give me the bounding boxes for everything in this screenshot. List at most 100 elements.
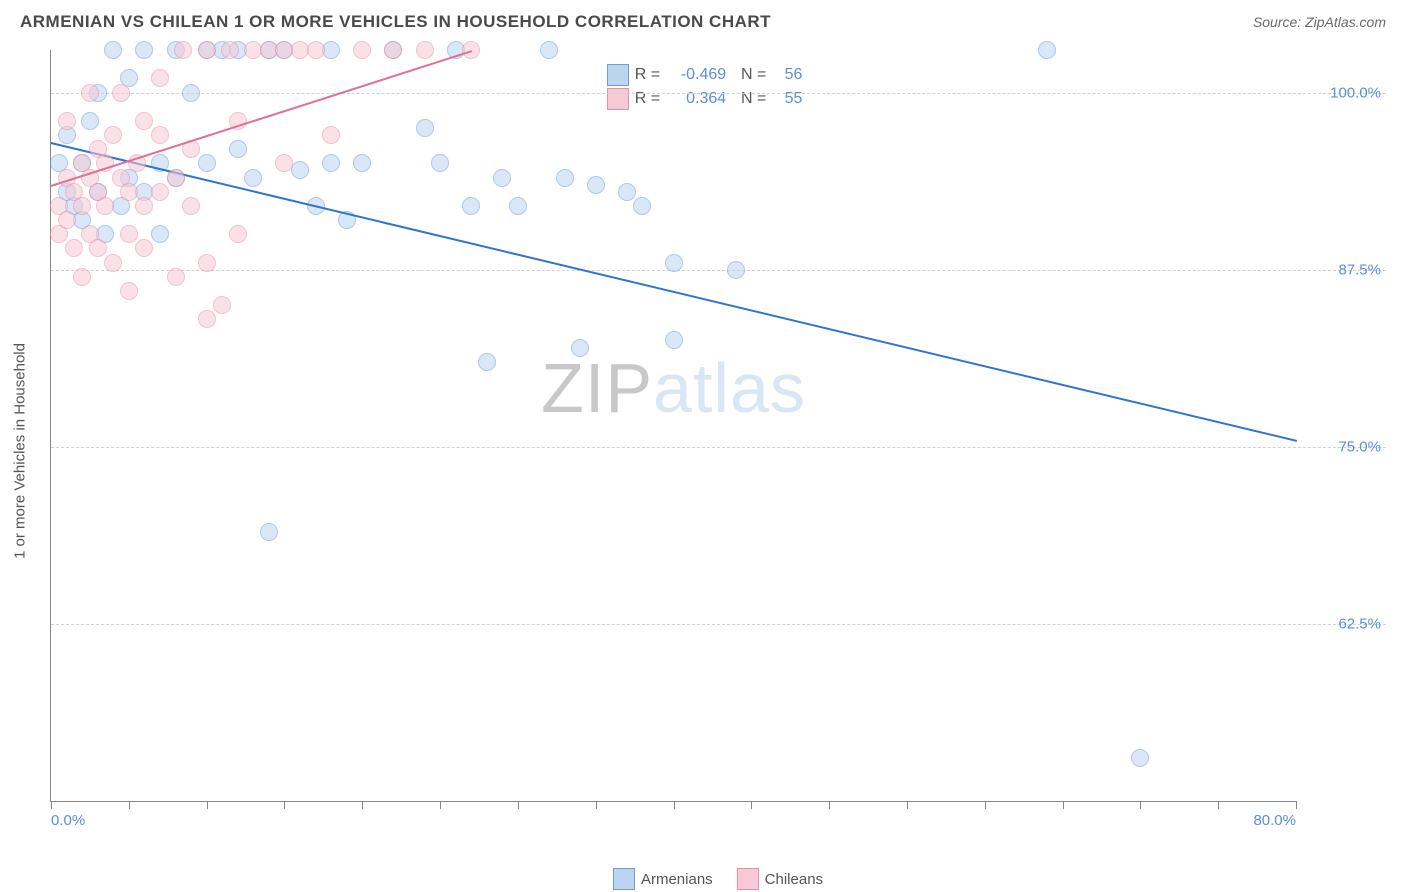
data-point: [73, 197, 91, 215]
data-point: [58, 112, 76, 130]
x-tick: [362, 801, 363, 809]
data-point: [151, 183, 169, 201]
legend-item: Armenians: [613, 868, 713, 890]
x-tick: [284, 801, 285, 809]
data-point: [151, 69, 169, 87]
x-tick: [751, 801, 752, 809]
stat-r-label: R =: [635, 66, 660, 84]
legend-stats-box: R = -0.469 N = 56 R =0.364 N =55: [599, 58, 811, 116]
chart-title: ARMENIAN VS CHILEAN 1 OR MORE VEHICLES I…: [20, 12, 771, 32]
legend-swatch: [737, 868, 759, 890]
stat-n-label: N =: [732, 66, 766, 84]
data-point: [65, 239, 83, 257]
data-point: [571, 339, 589, 357]
legend-label: Armenians: [641, 871, 713, 888]
data-point: [73, 268, 91, 286]
data-point: [307, 41, 325, 59]
x-tick: [1218, 801, 1219, 809]
trendline: [51, 50, 472, 187]
data-point: [618, 183, 636, 201]
x-tick: [907, 801, 908, 809]
data-point: [135, 197, 153, 215]
data-point: [416, 41, 434, 59]
data-point: [104, 126, 122, 144]
data-point: [167, 169, 185, 187]
x-tick: [829, 801, 830, 809]
data-point: [135, 239, 153, 257]
plot-area: ZIPatlas R =-0.469 N =56R =0.364 N =55 6…: [50, 50, 1296, 802]
data-point: [120, 183, 138, 201]
gridline-h: [51, 624, 1386, 625]
x-tick: [51, 801, 52, 809]
legend-stats-row: R = -0.469 N = 56: [607, 64, 803, 86]
x-tick: [985, 801, 986, 809]
data-point: [104, 254, 122, 272]
chart-container: 1 or more Vehicles in Household ZIPatlas…: [50, 50, 1386, 852]
y-tick-label: 87.5%: [1338, 261, 1381, 278]
data-point: [478, 353, 496, 371]
data-point: [174, 41, 192, 59]
data-point: [556, 169, 574, 187]
data-point: [58, 211, 76, 229]
chart-header: ARMENIAN VS CHILEAN 1 OR MORE VEHICLES I…: [0, 0, 1406, 40]
trendline: [51, 142, 1297, 442]
data-point: [260, 523, 278, 541]
data-point: [135, 41, 153, 59]
data-point: [1131, 749, 1149, 767]
data-point: [120, 225, 138, 243]
stat-n-value: 56: [772, 66, 802, 84]
data-point: [135, 112, 153, 130]
legend-swatch: [607, 88, 629, 110]
data-point: [112, 84, 130, 102]
x-tick: [596, 801, 597, 809]
data-point: [229, 140, 247, 158]
data-point: [81, 84, 99, 102]
x-tick: [440, 801, 441, 809]
data-point: [462, 197, 480, 215]
data-point: [540, 41, 558, 59]
y-tick-label: 62.5%: [1338, 615, 1381, 632]
data-point: [322, 126, 340, 144]
x-tick-label: 0.0%: [51, 812, 85, 829]
x-tick: [207, 801, 208, 809]
data-point: [322, 41, 340, 59]
data-point: [275, 154, 293, 172]
legend-swatch: [607, 64, 629, 86]
data-point: [182, 84, 200, 102]
data-point: [1038, 41, 1056, 59]
data-point: [198, 254, 216, 272]
data-point: [198, 310, 216, 328]
gridline-h: [51, 447, 1386, 448]
data-point: [104, 41, 122, 59]
x-tick-label: 80.0%: [1253, 812, 1296, 829]
x-tick: [1063, 801, 1064, 809]
data-point: [665, 254, 683, 272]
data-point: [198, 154, 216, 172]
data-point: [151, 126, 169, 144]
y-axis-label: 1 or more Vehicles in Household: [12, 343, 29, 559]
data-point: [120, 282, 138, 300]
data-point: [96, 197, 114, 215]
stat-r-value: -0.469: [666, 66, 726, 84]
chart-source: Source: ZipAtlas.com: [1253, 14, 1386, 30]
legend-stats-row: R =0.364 N =55: [607, 88, 803, 110]
y-tick-label: 75.0%: [1338, 438, 1381, 455]
data-point: [81, 112, 99, 130]
data-point: [182, 197, 200, 215]
data-point: [727, 261, 745, 279]
x-tick: [518, 801, 519, 809]
data-point: [587, 176, 605, 194]
data-point: [431, 154, 449, 172]
data-point: [244, 169, 262, 187]
y-tick-label: 100.0%: [1330, 84, 1381, 101]
data-point: [384, 41, 402, 59]
data-point: [493, 169, 511, 187]
data-point: [89, 239, 107, 257]
x-tick: [1140, 801, 1141, 809]
data-point: [291, 161, 309, 179]
data-point: [198, 41, 216, 59]
x-tick: [1296, 801, 1297, 809]
data-point: [221, 41, 239, 59]
data-point: [353, 41, 371, 59]
data-point: [229, 225, 247, 243]
